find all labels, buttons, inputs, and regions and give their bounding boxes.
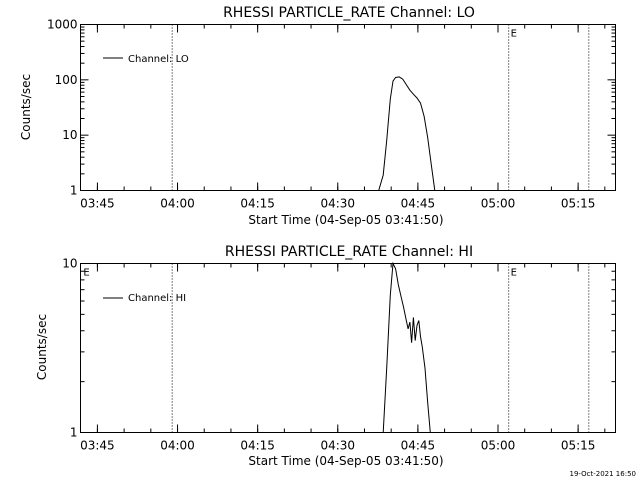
legend-label-hi: Channel: HI [128, 293, 186, 304]
flag-label-hi: E [83, 268, 89, 279]
x-tick-label-lo: 05:00 [481, 197, 516, 211]
x-tick-label-lo: 03:45 [80, 197, 115, 211]
x-axis-label-lo: Start Time (04-Sep-05 03:41:50) [248, 213, 443, 227]
flag-label-hi: E [511, 268, 517, 279]
chart-title-lo: RHESSI PARTICLE_RATE Channel: LO [223, 5, 475, 21]
x-tick-label-lo: 04:30 [320, 197, 355, 211]
y-tick-label-lo: 1 [70, 184, 78, 198]
y-axis-label-lo: Counts/sec [19, 74, 33, 140]
y-tick-label-hi: 1 [70, 426, 78, 440]
x-tick-label-lo: 04:45 [401, 197, 436, 211]
plot-frame-hi [80, 263, 616, 433]
x-tick-label-lo: 05:15 [561, 197, 596, 211]
legend-label-lo: Channel: LO [128, 54, 189, 65]
y-tick-label-lo: 100 [55, 73, 78, 87]
y-tick-label-lo: 1000 [47, 18, 78, 32]
x-tick-label-lo: 04:15 [240, 197, 275, 211]
x-axis-label-hi: Start Time (04-Sep-05 03:41:50) [248, 454, 443, 468]
chart-title-hi: RHESSI PARTICLE_RATE Channel: HI [225, 244, 473, 260]
panel-lo: RHESSI PARTICLE_RATE Channel: LO Counts/… [19, 5, 616, 227]
y-axis-label-hi: Counts/sec [35, 314, 49, 380]
x-tick-label-hi: 04:30 [320, 439, 355, 453]
y-tick-label-hi: 10 [62, 257, 77, 271]
x-tick-label-hi: 03:45 [80, 439, 115, 453]
x-tick-label-hi: 05:00 [481, 439, 516, 453]
panel-hi: RHESSI PARTICLE_RATE Channel: HI Counts/… [35, 244, 616, 468]
x-tick-label-hi: 04:15 [240, 439, 275, 453]
series-line-lo [378, 76, 436, 191]
flag-label-lo: E [511, 29, 517, 40]
y-tick-label-lo: 10 [62, 128, 77, 142]
footer-timestamp: 19-Oct-2021 16:50 [569, 470, 636, 478]
x-tick-label-hi: 04:00 [160, 439, 195, 453]
plot-frame-lo [80, 24, 616, 191]
x-tick-label-lo: 04:00 [160, 197, 195, 211]
x-tick-label-hi: 04:45 [401, 439, 436, 453]
series-line-hi [382, 261, 431, 433]
x-tick-label-hi: 05:15 [561, 439, 596, 453]
